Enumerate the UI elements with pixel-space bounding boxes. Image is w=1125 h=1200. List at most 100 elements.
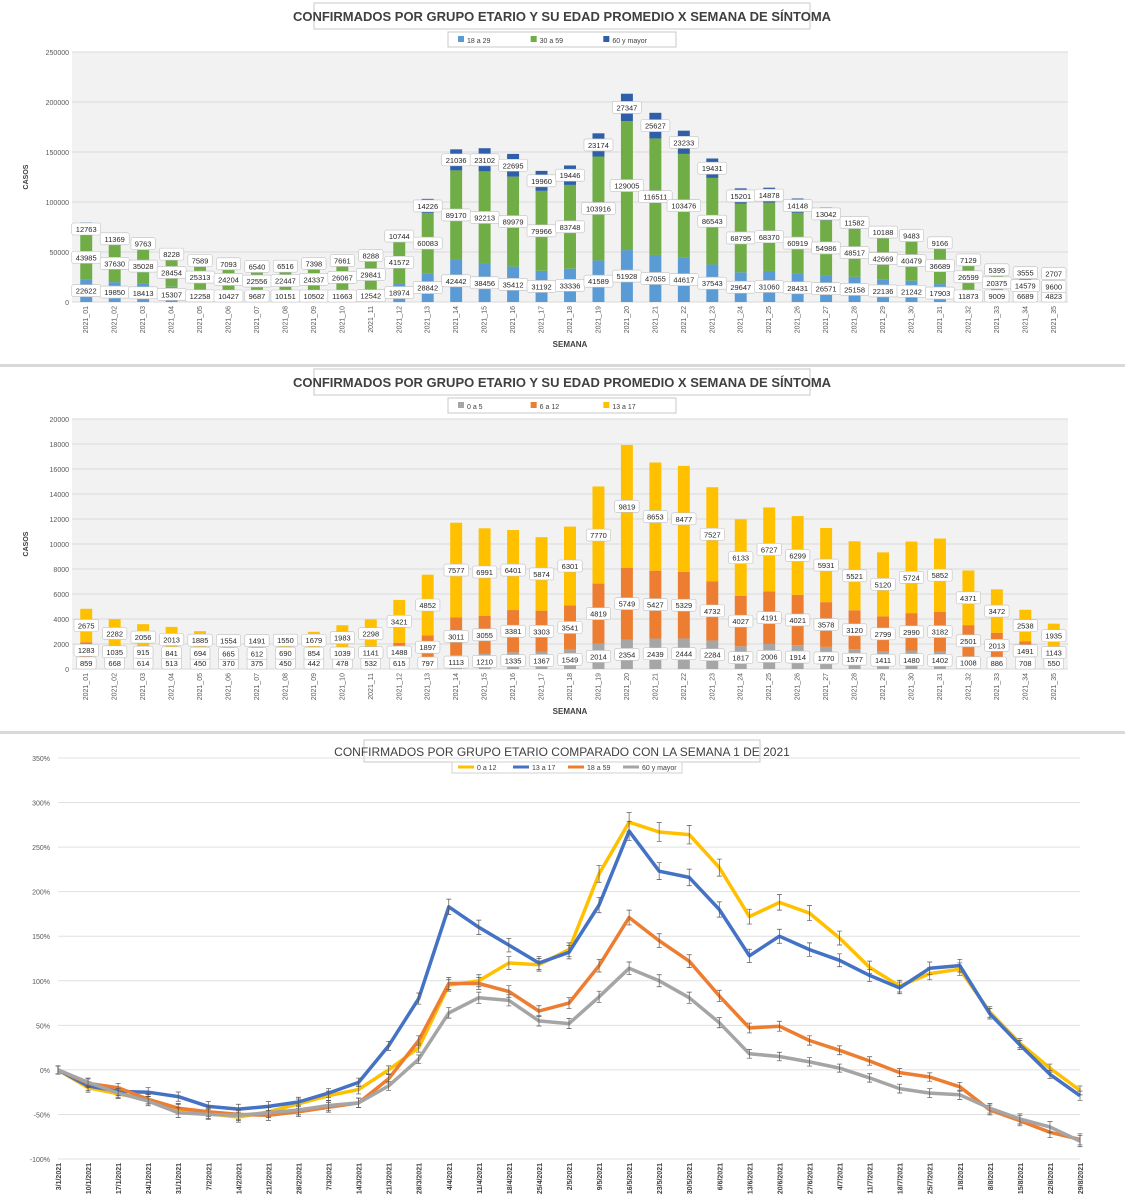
data-label: 690 (279, 649, 292, 658)
data-label: 13042 (816, 210, 837, 219)
data-label: 83748 (560, 223, 581, 232)
data-label-box (500, 654, 526, 667)
data-label-box (585, 607, 611, 621)
legend-label: 13 a 17 (612, 404, 635, 411)
y-tick-label: -100% (30, 1157, 50, 1164)
legend-swatch (530, 402, 537, 408)
data-label: 22556 (247, 277, 268, 286)
data-label: 2013 (989, 641, 1006, 650)
data-label: 60919 (787, 239, 808, 248)
title-box (313, 368, 811, 396)
data-label: 9600 (1045, 283, 1062, 292)
error-bar (295, 1104, 301, 1116)
data-label: 6991 (476, 568, 493, 577)
data-label-box (102, 645, 128, 659)
data-label-box (870, 653, 896, 667)
error-bar (416, 992, 422, 1005)
data-label-box (839, 216, 870, 229)
data-label-box (699, 648, 725, 662)
data-label: 25627 (645, 122, 666, 131)
error-bar (1047, 1069, 1053, 1079)
y-axis-label: CASOS (23, 531, 30, 556)
x-tick-label: 2021_04 (169, 673, 176, 700)
line-chart-comparison: CONFIRMADOS POR GRUPO ETARIO COMPARADO C… (0, 735, 1125, 1200)
data-label-box (870, 578, 896, 591)
x-tick-label: 2021_29 (880, 673, 887, 700)
legend-label: 60 y mayor (612, 38, 647, 45)
x-tick-label: 2021_02 (112, 673, 119, 700)
data-label: 14579 (1015, 282, 1036, 291)
error-bar (686, 954, 692, 968)
error-bar (867, 968, 873, 982)
data-label-box (697, 161, 728, 175)
x-tick-label: 21/2/2021 (266, 1163, 273, 1194)
data-label-box (642, 647, 668, 661)
error-bar (55, 1065, 61, 1075)
x-tick-label: 4/4/2021 (447, 1163, 454, 1190)
error-bar (776, 894, 782, 911)
data-label-box (189, 646, 211, 660)
x-tick-label: 2021_17 (539, 673, 546, 700)
data-label: 22622 (76, 287, 97, 296)
data-label: 797 (421, 659, 434, 668)
error-bar (837, 930, 843, 946)
data-label-box (472, 565, 498, 579)
data-label: 886 (991, 659, 1004, 668)
data-label-box (927, 568, 953, 582)
error-bar (446, 1007, 452, 1019)
data-label: 3578 (818, 621, 835, 630)
error-bar (476, 991, 482, 1004)
divider (0, 731, 1125, 734)
y-tick-label: 200% (32, 890, 50, 897)
data-label-box (955, 634, 981, 648)
data-label: 3055 (476, 631, 493, 640)
data-label: 841 (165, 649, 178, 658)
x-tick-label: 2021_15 (482, 306, 489, 333)
data-label-box (555, 220, 585, 234)
data-label: 29647 (730, 283, 751, 292)
data-label: 854 (308, 649, 321, 658)
data-label-box (557, 559, 583, 573)
x-tick-label: 1/8/2021 (958, 1163, 965, 1190)
data-label-box (329, 646, 355, 660)
data-label: 450 (194, 659, 207, 668)
error-bar (746, 948, 752, 963)
x-tick-label: 2021_23 (709, 673, 716, 700)
data-label: 89979 (503, 218, 524, 227)
data-label: 7770 (590, 531, 607, 540)
data-label: 5521 (846, 572, 863, 581)
data-label-box (671, 598, 697, 612)
data-label: 1935 (1045, 632, 1062, 641)
data-label-box (581, 202, 616, 215)
data-label: 79966 (531, 227, 552, 236)
y-tick-label: 100% (32, 979, 50, 986)
error-bar (536, 956, 542, 970)
data-label: 5329 (675, 601, 692, 610)
data-label-box (498, 158, 528, 172)
y-tick-label: 200000 (46, 100, 69, 107)
data-label: 9687 (249, 292, 266, 301)
error-bar (356, 1097, 362, 1108)
data-label: 6727 (761, 545, 778, 554)
x-tick-label: 14/2/2021 (236, 1163, 243, 1194)
x-tick-label: 2021_08 (282, 673, 289, 700)
x-tick-label: 28/3/2021 (417, 1163, 424, 1194)
data-label: 12542 (360, 292, 381, 301)
x-tick-label: 2021_02 (112, 306, 119, 333)
data-label: 2707 (1045, 270, 1062, 279)
x-tick-label: 2021_27 (823, 306, 830, 333)
data-label-box (699, 604, 725, 618)
data-label: 15307 (161, 290, 182, 299)
data-label: 15201 (730, 192, 751, 201)
data-label-box (71, 222, 102, 236)
data-label: 48517 (844, 249, 865, 258)
data-label-box (275, 646, 296, 660)
x-tick-label: 7/2/2021 (206, 1163, 213, 1190)
data-label-box (614, 647, 640, 661)
data-label-box (529, 654, 555, 667)
x-tick-label: 2021_14 (453, 673, 460, 700)
x-tick-label: 2021_17 (539, 306, 546, 333)
data-label-box (813, 618, 839, 631)
data-label-box (955, 253, 981, 267)
legend-label: 30 a 59 (540, 38, 563, 45)
